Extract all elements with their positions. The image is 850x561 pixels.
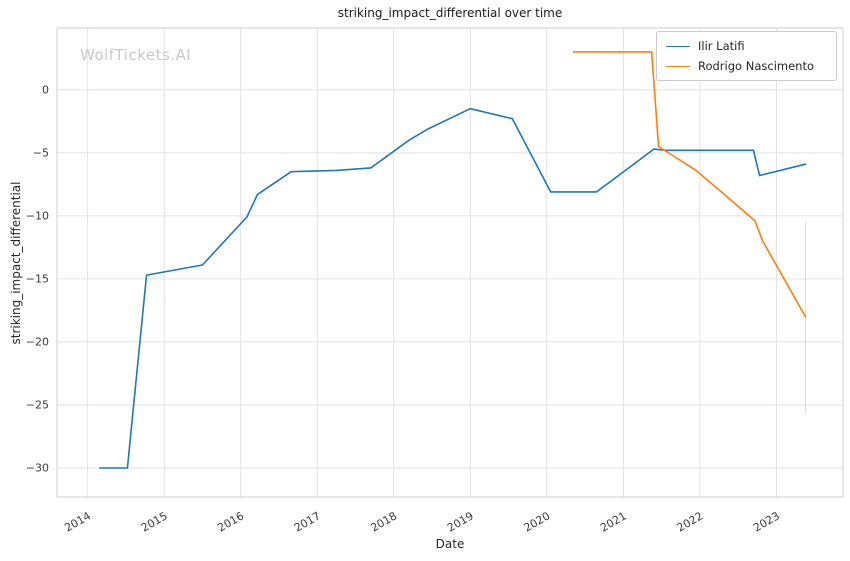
x-tick-label: 2022 [675,509,706,534]
legend-swatch [666,45,690,47]
series-line-1 [572,51,807,318]
y-tick-label: −20 [26,335,49,348]
x-tick-label: 2015 [139,509,170,534]
legend-label: Rodrigo Nascimento [698,59,814,73]
x-tick-label: 2023 [751,509,782,534]
y-tick-label: 0 [42,83,49,96]
x-tick-label: 2016 [215,509,246,534]
x-tick-label: 2014 [62,509,93,534]
x-tick-label: 2020 [522,509,553,534]
plot-border [56,27,844,498]
y-tick-label: −10 [26,209,49,222]
x-tick-label: 2019 [445,509,476,534]
y-axis-label: striking_impact_differential [9,181,23,345]
legend-item-rodrigo-nascimento: Rodrigo Nascimento [666,59,826,73]
x-tick-label: 2017 [292,509,323,534]
y-tick-label: −5 [33,146,49,159]
legend-swatch [666,65,690,67]
watermark: WolfTickets.AI [80,46,192,64]
x-axis-label: Date [435,537,465,551]
x-tick-label: 2018 [368,509,399,534]
chart-title: striking_impact_differential over time [337,6,563,20]
y-tick-label: −25 [26,398,49,411]
legend-item-ilir-latifi: Ilir Latifi [666,39,826,53]
y-tick-label: −30 [26,462,49,475]
y-tick-label: −15 [26,272,49,285]
legend-label: Ilir Latifi [698,39,745,53]
legend: Ilir Latifi Rodrigo Nascimento [656,31,837,81]
x-tick-label: 2021 [598,509,629,534]
